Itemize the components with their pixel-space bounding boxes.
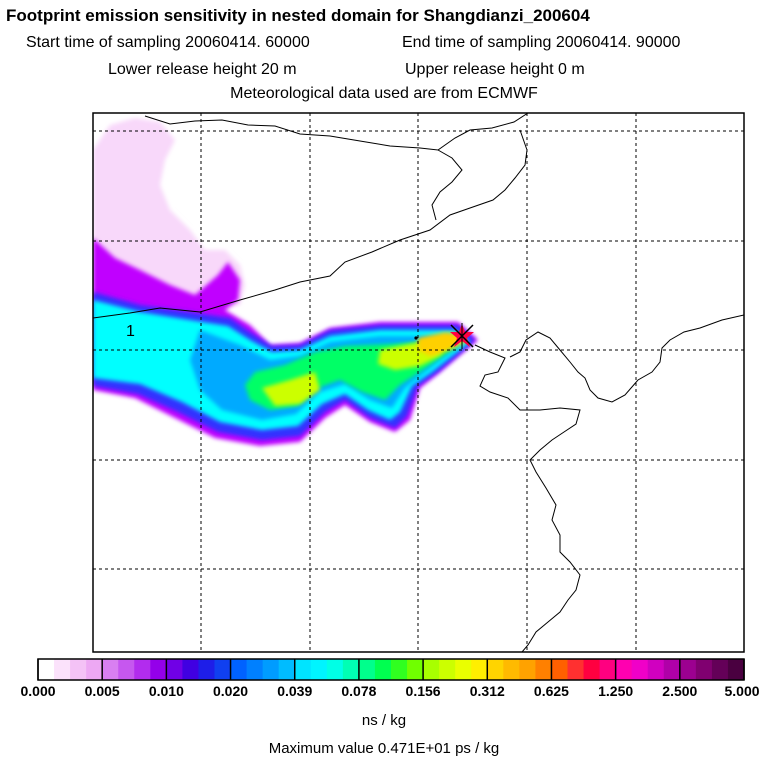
plume-pale-region: [93, 118, 245, 312]
met-data-label: Meteorological data used are from ECMWF: [230, 85, 538, 102]
colorbar-cell: [631, 659, 649, 680]
colorbar-tick-label: 0.625: [533, 683, 569, 699]
colorbar-cell: [102, 659, 119, 680]
station-dot: [414, 336, 418, 340]
colorbar-cell: [727, 659, 745, 680]
upper-release-label: Upper release height 0 m: [405, 61, 585, 78]
colorbar-cell: [519, 659, 537, 680]
map-frame: [92, 112, 745, 653]
colorbar-tick-label: 0.078: [341, 683, 377, 699]
colorbar-cell: [294, 659, 312, 680]
colorbar-tick-label: 5.000: [724, 683, 760, 699]
colorbar-cell: [182, 659, 200, 680]
plume-layer: [93, 118, 478, 446]
colorbar-cell: [647, 659, 665, 680]
colorbar-cell: [262, 659, 280, 680]
colorbar-cell: [711, 659, 729, 680]
colorbar-cell: [663, 659, 681, 680]
end-time-label: End time of sampling 20060414. 90000: [402, 34, 681, 51]
colorbar-tick-label: 0.312: [469, 683, 505, 699]
colorbar-cell: [695, 659, 713, 680]
receptor-star-icon: [450, 323, 474, 349]
colorbar-cell: [615, 659, 633, 680]
plot-title: Footprint emission sensitivity in nested…: [6, 6, 590, 25]
colorbar-cell: [150, 659, 167, 680]
colorbar-cell: [391, 659, 408, 680]
colorbar-cell: [583, 659, 601, 680]
colorbar-cell: [487, 659, 504, 680]
start-time-label: Start time of sampling 20060414. 60000: [26, 34, 310, 51]
colorbar-cell: [407, 659, 424, 680]
colorbar-tick-label: 0.010: [148, 683, 184, 699]
colorbar-cell: [342, 659, 360, 680]
colorbar-cell: [246, 659, 264, 680]
colorbar-cell: [54, 659, 71, 680]
colorbar-cell: [230, 659, 248, 680]
colorbar-cell: [374, 659, 392, 680]
colorbar-tick-label: 0.005: [84, 683, 120, 699]
maximum-value-label: Maximum value 0.471E+01 ps / kg: [268, 740, 500, 757]
colorbar-tick-label: 2.500: [662, 683, 698, 699]
colorbar-tick-label: 0.039: [277, 683, 313, 699]
colorbar-frame: [37, 658, 745, 681]
release-marker-label: 1: [126, 323, 135, 340]
graticule: [93, 113, 744, 652]
colorbar-cell: [118, 659, 135, 680]
colorbar-cell: [278, 659, 296, 680]
colorbar-cell: [471, 659, 488, 680]
colorbar-cell: [134, 659, 151, 680]
colorbar-cell: [535, 659, 553, 680]
colorbar-cell: [567, 659, 585, 680]
colorbar-cell: [214, 659, 232, 680]
colorbar-cell: [599, 659, 617, 680]
colorbar-cell: [679, 659, 697, 680]
colorbar-tick-label: 0.156: [405, 683, 441, 699]
colorbar-cell: [198, 659, 216, 680]
lower-release-label: Lower release height 20 m: [108, 61, 297, 78]
colorbar-cell: [326, 659, 344, 680]
colorbar-cell: [503, 659, 520, 680]
colorbar-tick-label: 0.020: [213, 683, 249, 699]
colorbar-cell: [38, 659, 55, 680]
boundary-lines: [93, 113, 744, 652]
colorbar-cell: [455, 659, 472, 680]
colorbar-cell: [166, 659, 184, 680]
colorbar-cell: [439, 659, 456, 680]
colorbar-cell: [310, 659, 328, 680]
colorbar-tick-label: 1.250: [598, 683, 634, 699]
colorbar-cell: [86, 659, 103, 680]
colorbar-cell: [358, 659, 376, 680]
colorbar-cell: [70, 659, 87, 680]
colorbar-cell: [551, 659, 569, 680]
colorbar-cell: [423, 659, 440, 680]
colorbar-tick-label: 0.000: [20, 683, 56, 699]
colorbar-unit-label: ns / kg: [361, 712, 407, 729]
colorbar-cells: [38, 659, 745, 680]
